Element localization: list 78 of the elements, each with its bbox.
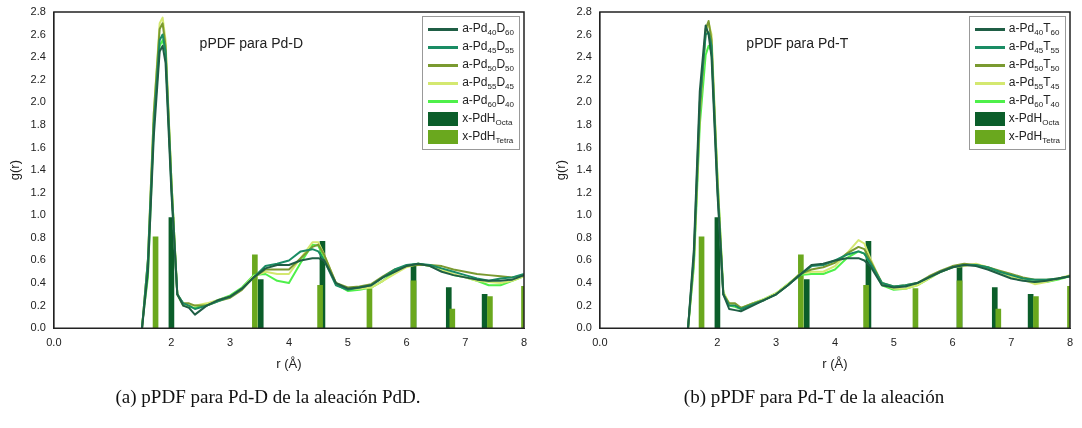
y-tick-label: 1.4 xyxy=(30,163,46,176)
bar xyxy=(257,279,264,329)
y-tick-label: 2.0 xyxy=(30,95,46,108)
legend-label: a-Pd$_{55}$T$_{45}$ xyxy=(1008,74,1060,92)
legend-label: x-PdH$_{Octa}$ xyxy=(462,110,513,128)
bar xyxy=(803,279,810,329)
y-tick-label: 1.2 xyxy=(30,185,46,198)
y-tick-label: 2.4 xyxy=(30,50,46,63)
x-tick-label: 2 xyxy=(168,335,175,348)
bar xyxy=(798,254,804,329)
x-tick-label: 6 xyxy=(403,335,410,348)
y-tick-label: 0.6 xyxy=(30,253,46,266)
y-tick-label: 1.8 xyxy=(576,117,592,130)
legend-label: a-Pd$_{40}$T$_{60}$ xyxy=(1008,20,1060,38)
bar xyxy=(449,308,456,329)
legend-label: x-PdH$_{Tetra}$ xyxy=(462,128,514,146)
x-tick-label: 6 xyxy=(949,335,956,348)
x-axis-title: r (Å) xyxy=(822,355,848,371)
bar xyxy=(863,284,869,329)
legend-label: a-Pd$_{60}$D$_{40}$ xyxy=(462,92,514,110)
y-tick-label: 0.8 xyxy=(30,230,46,243)
x-tick-label: 8 xyxy=(520,335,528,348)
x-tick-label: 5 xyxy=(344,335,351,348)
x-tick-label: 4 xyxy=(285,335,293,348)
bar xyxy=(1033,296,1039,329)
x-tick-label: 3 xyxy=(227,335,234,348)
y-tick-label: 1.0 xyxy=(30,208,46,221)
y-tick-label: 2.6 xyxy=(30,27,46,40)
x-tick-label: 7 xyxy=(462,335,469,348)
bar xyxy=(487,296,493,329)
bar xyxy=(995,308,1002,329)
y-tick-label: 1.4 xyxy=(576,163,592,176)
x-tick-label: 0.0 xyxy=(46,335,62,348)
y-tick-label: 0.0 xyxy=(30,321,46,334)
y-tick-label: 2.6 xyxy=(576,27,592,40)
bar xyxy=(317,284,323,329)
y-tick-label: 0.4 xyxy=(576,276,592,289)
x-tick-label: 2 xyxy=(714,335,721,348)
x-tick-label: 7 xyxy=(1008,335,1015,348)
x-tick-label: 0.0 xyxy=(592,335,608,348)
x-tick-label: 4 xyxy=(831,335,839,348)
y-tick-label: 2.8 xyxy=(576,5,592,18)
legend-label: x-PdH$_{Tetra}$ xyxy=(1008,128,1060,146)
x-tick-label: 8 xyxy=(1066,335,1074,348)
y-tick-label: 0.8 xyxy=(576,230,592,243)
legend-label: a-Pd$_{50}$D$_{50}$ xyxy=(462,56,514,74)
legend-label: a-Pd$_{45}$T$_{55}$ xyxy=(1008,38,1060,56)
y-tick-label: 1.6 xyxy=(30,140,46,153)
y-tick-label: 0.4 xyxy=(30,276,46,289)
y-tick-label: 2.8 xyxy=(30,5,46,18)
y-tick-label: 0.0 xyxy=(576,321,592,334)
y-tick-label: 0.6 xyxy=(576,253,592,266)
x-tick-label: 5 xyxy=(890,335,897,348)
y-tick-label: 2.2 xyxy=(576,72,592,85)
legend-label: x-PdH$_{Octa}$ xyxy=(1008,110,1060,128)
legend-label: a-Pd$_{55}$D$_{45}$ xyxy=(462,74,514,92)
legend-label: a-Pd$_{50}$T$_{50}$ xyxy=(1008,56,1060,74)
y-tick-label: 1.8 xyxy=(30,117,46,130)
legend-label: a-Pd$_{40}$D$_{60}$ xyxy=(462,20,514,38)
y-tick-label: 2.4 xyxy=(576,50,592,63)
text: (a) pPDF para Pd-D de la aleación PdD. xyxy=(114,386,422,408)
x-tick-label: 3 xyxy=(773,335,780,348)
y-tick-label: 0.2 xyxy=(30,298,46,311)
y-tick-label: 1.6 xyxy=(576,140,592,153)
y-tick-label: 1.0 xyxy=(576,208,592,221)
y-tick-label: 0.2 xyxy=(576,298,592,311)
y-tick-label: 2.2 xyxy=(30,72,46,85)
legend-label: a-Pd$_{45}$D$_{55}$ xyxy=(462,38,514,56)
y-axis-title: g(r) xyxy=(553,159,569,181)
text: (b) pPDF para Pd-T de la aleación xyxy=(682,386,946,408)
text: pPDF para Pd-D xyxy=(199,34,304,51)
legend-label: a-Pd$_{60}$T$_{40}$ xyxy=(1008,92,1060,110)
y-tick-label: 1.2 xyxy=(576,185,592,198)
y-axis-title: g(r) xyxy=(7,159,23,181)
text: pPDF para Pd-T xyxy=(746,34,849,51)
y-tick-label: 2.0 xyxy=(576,95,592,108)
bar xyxy=(252,254,258,329)
x-axis-title: r (Å) xyxy=(276,355,302,371)
